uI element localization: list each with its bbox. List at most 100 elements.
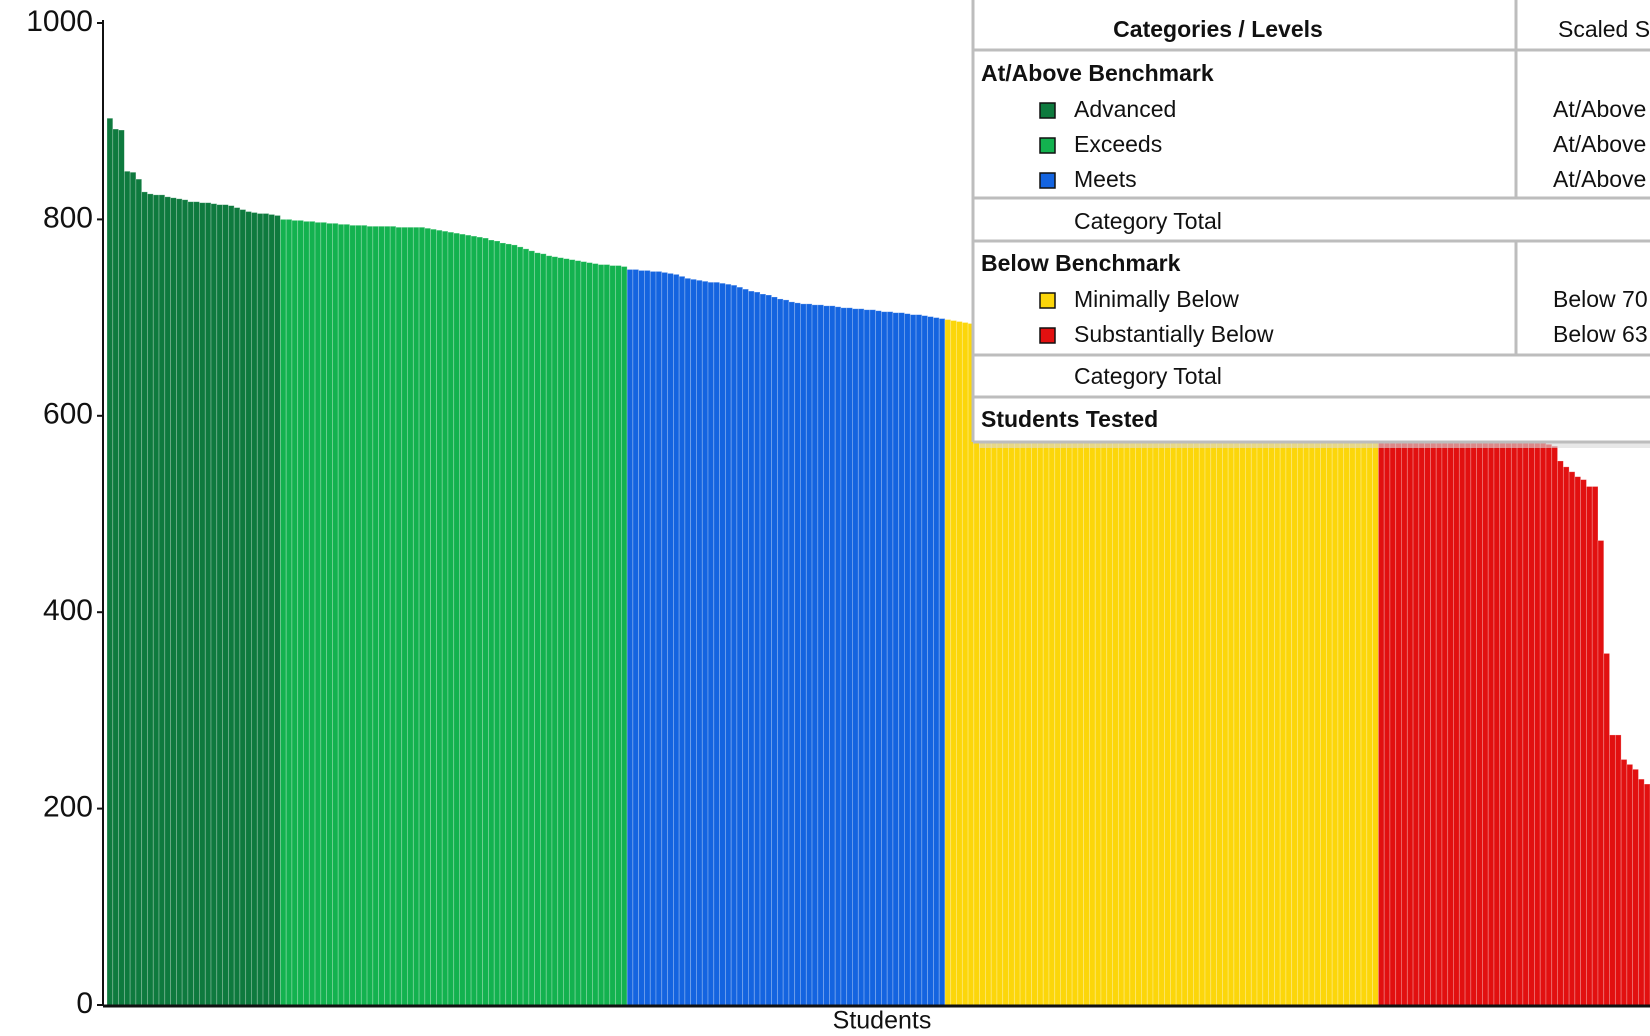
bar — [1597, 540, 1605, 1006]
bar — [736, 286, 744, 1006]
table-background — [973, 0, 1650, 442]
bar — [1216, 365, 1223, 1006]
bar — [1620, 759, 1628, 1006]
bar — [1614, 734, 1622, 1006]
range-label: Below 70 — [1553, 286, 1648, 312]
bar — [1354, 385, 1362, 1006]
bar — [187, 201, 195, 1006]
bar — [1193, 361, 1200, 1006]
bar — [869, 309, 876, 1006]
bar — [389, 225, 397, 1006]
bar — [725, 283, 732, 1006]
bar — [574, 260, 582, 1006]
bar — [956, 321, 963, 1006]
bar — [1401, 394, 1408, 1006]
bar — [748, 290, 755, 1006]
bar — [840, 307, 848, 1006]
bar — [493, 240, 501, 1006]
bar — [1476, 420, 1483, 1006]
bar — [280, 219, 287, 1006]
bar — [1424, 402, 1431, 1006]
bar — [753, 291, 761, 1006]
bar — [1389, 390, 1397, 1006]
bar — [141, 191, 148, 1006]
bar — [1643, 783, 1650, 1006]
legend-label: Exceeds — [1074, 131, 1162, 157]
bar — [372, 225, 379, 1006]
bar — [950, 320, 957, 1006]
bar — [771, 296, 778, 1006]
bar — [915, 314, 923, 1006]
bar — [592, 263, 599, 1006]
category-total: Category Total — [1074, 363, 1222, 389]
bar — [1169, 357, 1177, 1006]
bar — [320, 221, 327, 1006]
bar — [1366, 385, 1373, 1006]
bar — [222, 204, 229, 1006]
bar — [921, 315, 928, 1006]
bar — [597, 264, 605, 1006]
bar — [1568, 471, 1576, 1006]
bar — [297, 220, 304, 1006]
bar — [759, 293, 767, 1006]
bar — [1239, 369, 1246, 1006]
bar — [337, 223, 345, 1006]
bar — [407, 226, 414, 1006]
bar — [933, 317, 940, 1006]
bar — [424, 227, 431, 1006]
bar — [892, 312, 900, 1006]
bar — [1135, 351, 1142, 1006]
bar — [1453, 412, 1460, 1006]
table-header: Categories / Levels — [1113, 16, 1323, 42]
range-label: Below 63 — [1553, 321, 1648, 347]
bar — [233, 207, 241, 1006]
bar — [418, 226, 426, 1006]
y-tick-label: 400 — [43, 594, 93, 627]
bar — [1516, 434, 1524, 1006]
bar — [701, 280, 709, 1006]
legend-swatch — [1039, 172, 1056, 189]
bar — [210, 203, 218, 1006]
range-label: At/Above — [1553, 96, 1646, 122]
category-total: Category Total — [1074, 208, 1222, 234]
bar — [308, 221, 316, 1006]
bar — [204, 202, 212, 1006]
bar — [1210, 364, 1217, 1006]
legend-swatch — [1039, 327, 1056, 344]
bar — [1378, 386, 1385, 1006]
bar — [863, 309, 871, 1006]
bar — [436, 229, 443, 1006]
bar — [1609, 734, 1616, 1006]
bar — [857, 308, 865, 1006]
bar — [245, 211, 252, 1006]
bar — [1245, 370, 1252, 1006]
bar — [678, 276, 686, 1006]
bar — [823, 305, 830, 1006]
bar — [123, 170, 131, 1006]
axes: Students 0 200 400 600 800 1000 — [26, 5, 1650, 1035]
bar — [626, 269, 634, 1006]
bar — [181, 199, 189, 1006]
bar — [152, 194, 160, 1006]
bar — [1418, 400, 1425, 1006]
bar — [898, 312, 905, 1006]
bar — [1256, 372, 1264, 1006]
bar — [147, 193, 154, 1006]
bar — [730, 284, 738, 1006]
bar — [1279, 376, 1287, 1006]
bar — [1123, 349, 1131, 1006]
bar — [453, 232, 460, 1006]
bar — [1274, 375, 1281, 1006]
bar — [228, 205, 235, 1006]
bar — [927, 316, 934, 1006]
section-title: Below Benchmark — [981, 250, 1181, 276]
bar — [649, 271, 657, 1006]
bar — [1297, 379, 1304, 1006]
legend-label: Meets — [1074, 166, 1137, 192]
bar — [1557, 460, 1564, 1006]
legend-label: Substantially Below — [1074, 321, 1274, 347]
bar — [1227, 367, 1235, 1006]
bar — [667, 273, 674, 1006]
